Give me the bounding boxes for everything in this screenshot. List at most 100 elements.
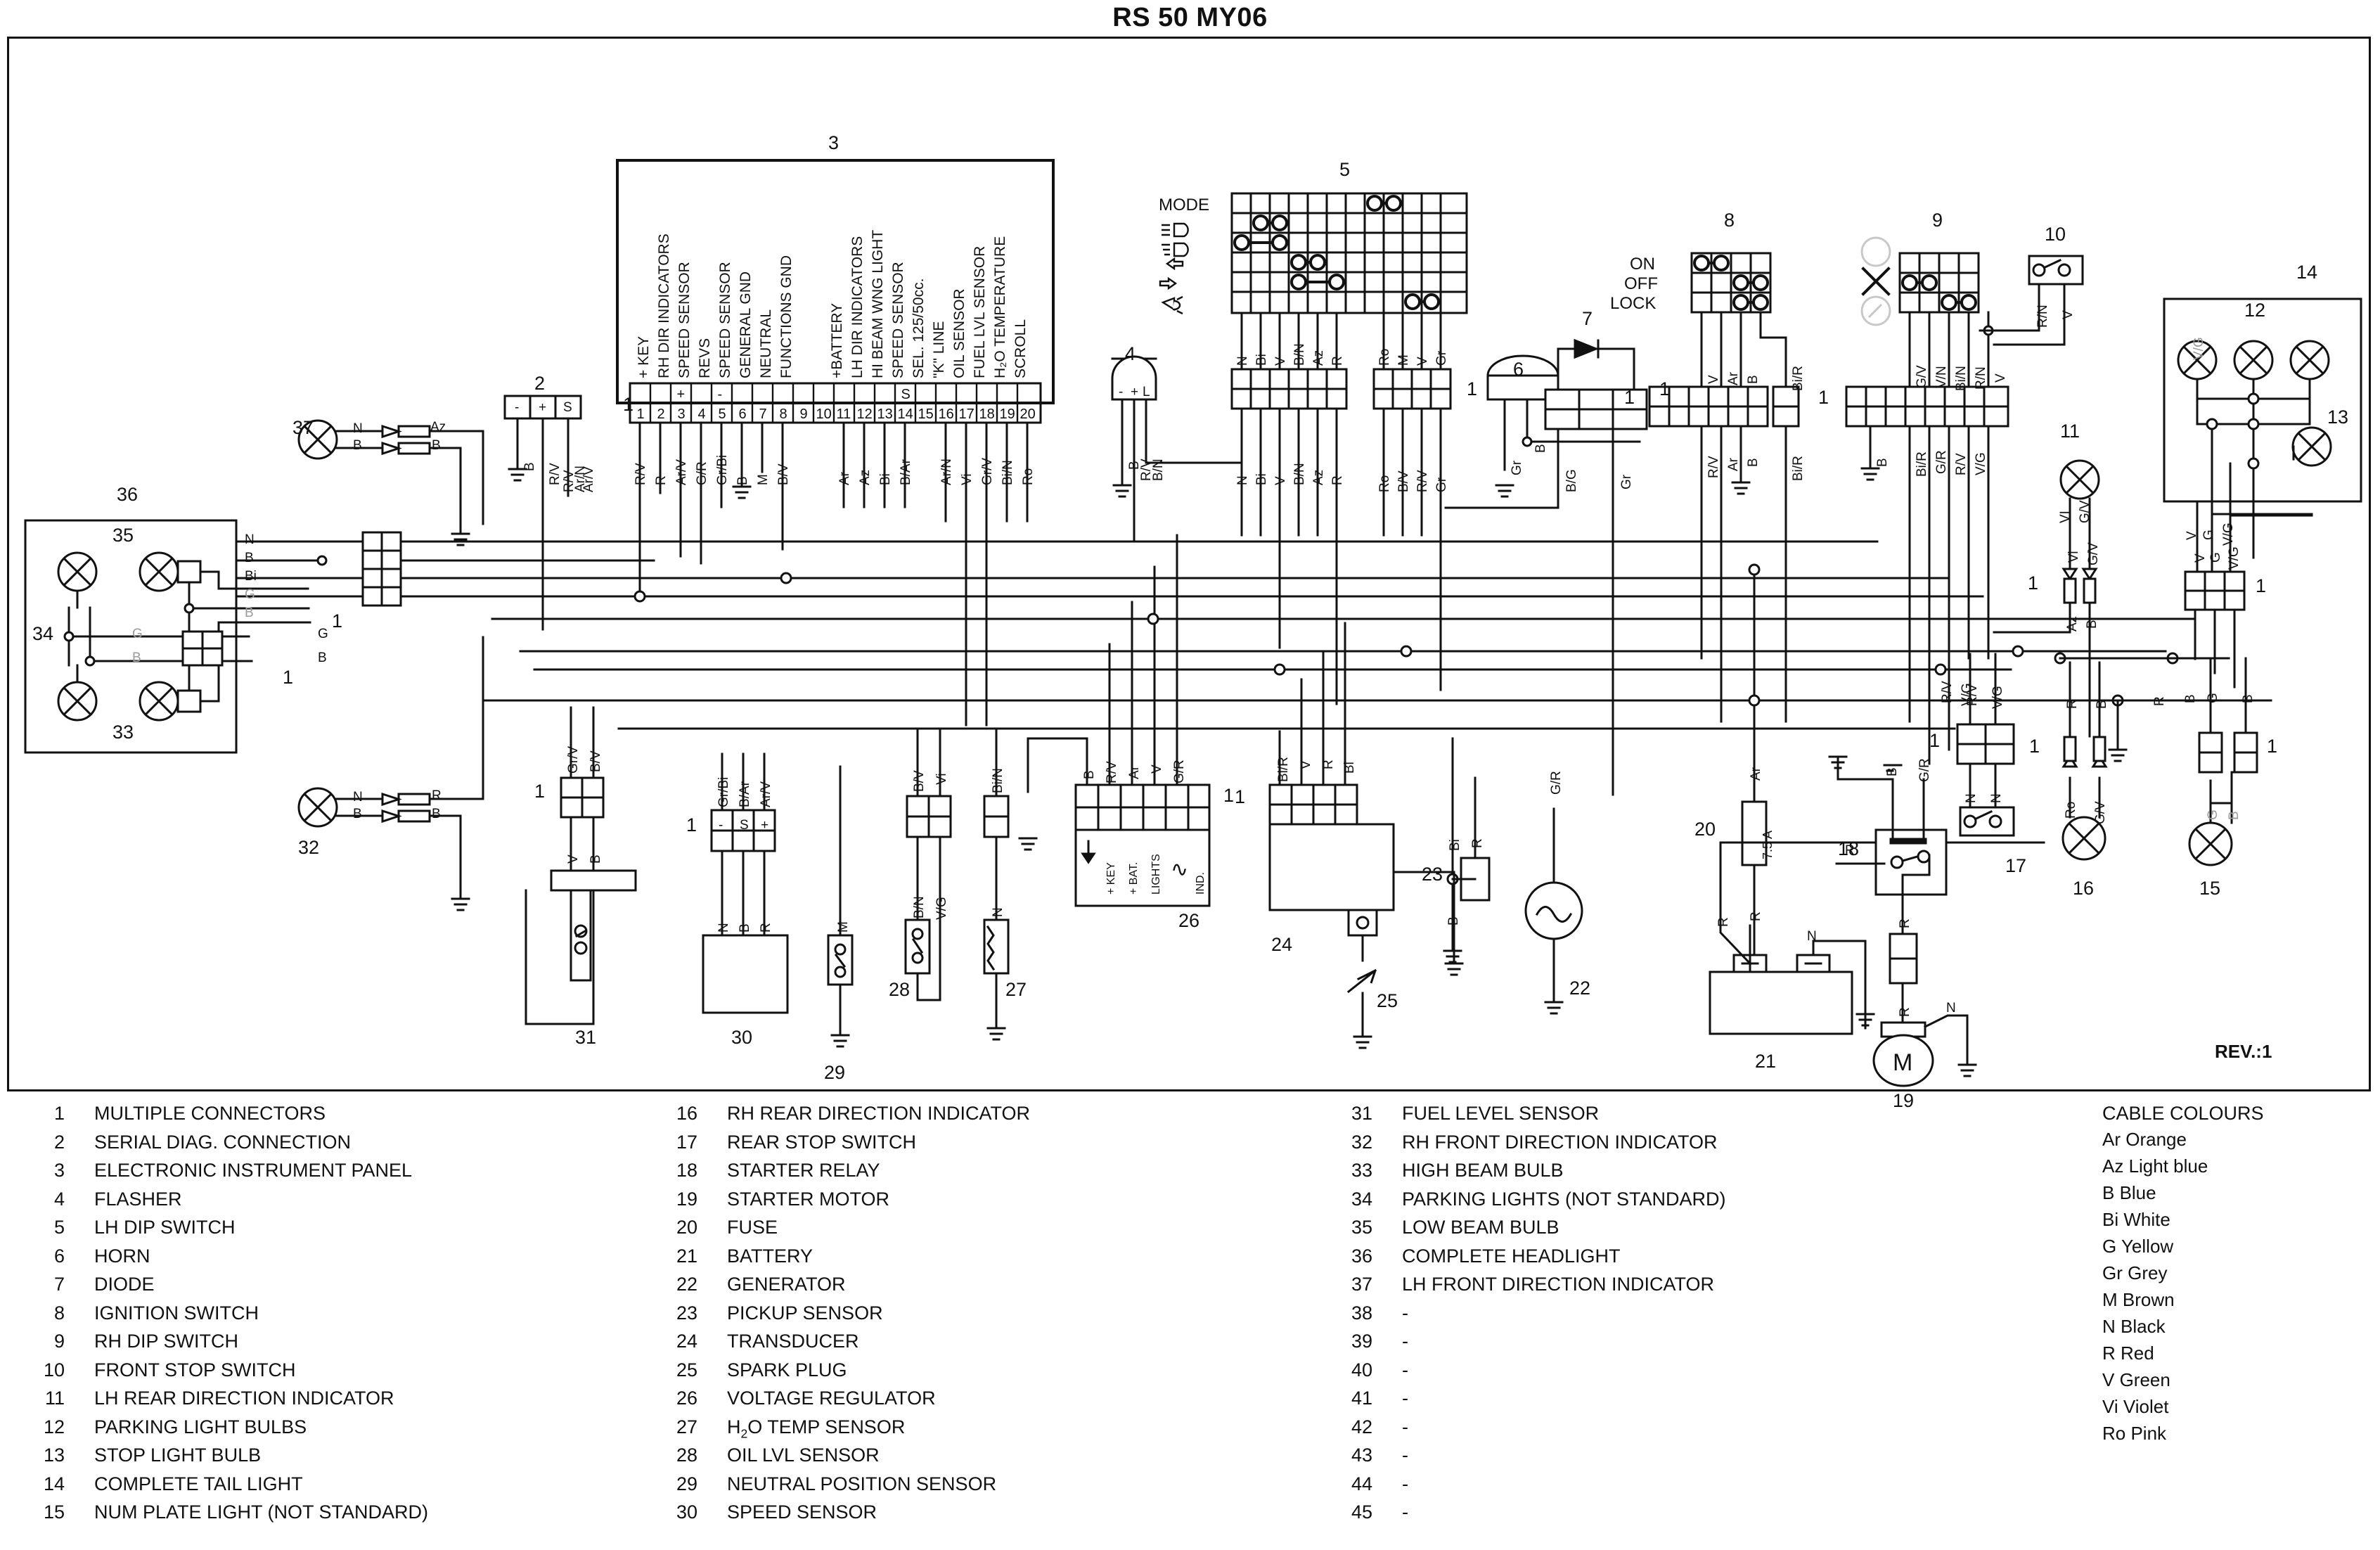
rhrear-wire-b: B (2095, 700, 2109, 709)
ip-wire-7: M (756, 474, 771, 485)
legend-label: ELECTRONIC INSTRUMENT PANEL (94, 1160, 413, 1181)
rh-wire-lo-b: B (1875, 458, 1890, 467)
legend-label: TRANSDUCER (727, 1331, 859, 1352)
legend-row: 38 - (1308, 1302, 1726, 1331)
legend-number: 23 (676, 1302, 697, 1324)
ip-wire-4: G/R (695, 461, 709, 485)
trans-wire-b: B (1446, 916, 1461, 925)
legend-row: 41 - (1308, 1388, 1726, 1416)
diagram-frame (7, 37, 2371, 1091)
legend-label: H2O TEMP SENSOR (727, 1416, 906, 1440)
legend-row: 19 STARTER MOTOR (633, 1189, 1030, 1217)
relay-wire-r-in: R (1845, 843, 1855, 858)
diode-wire-gr: Gr (1619, 474, 1634, 489)
ip-wire-8: B/V (776, 463, 791, 485)
ref-31: 31 (575, 1027, 597, 1048)
legend-row: 6 HORN (0, 1245, 428, 1274)
hl-conn-b: B (318, 651, 327, 665)
fuel-wire-v: V (566, 854, 581, 864)
legend-number: 19 (676, 1188, 697, 1210)
legend-number: 44 (1351, 1473, 1372, 1494)
ip-signal-left-1: RH DIR INDICATORS (656, 233, 672, 378)
ip-wire-20: Ro (1021, 468, 1036, 485)
ref-25: 25 (1377, 990, 1398, 1011)
legend-label: LH FRONT DIRECTION INDICATOR (1402, 1274, 1715, 1295)
cable-colour-row: B Blue (2102, 1182, 2156, 1203)
rearstop-wire-vg: V/G (1990, 686, 2005, 709)
ref-17: 17 (2005, 855, 2027, 876)
ign-wire-lo-bir: Bi/R (1791, 456, 1806, 481)
ignition-pos-on: ON (1630, 255, 1655, 274)
ip-wire-12: Az (858, 469, 873, 485)
legend-number: 45 (1351, 1501, 1372, 1523)
fss-wire-v: V (2061, 310, 2076, 319)
legend-row: 22 GENERATOR (633, 1274, 1030, 1302)
lhdip-up-a-1: Bi (1254, 354, 1269, 366)
legend-row: 7 DIODE (0, 1274, 428, 1302)
lhrear-wire-az: Az (2065, 615, 2080, 632)
ip-wire-1: R/V (633, 463, 648, 485)
legend-row: 37 LH FRONT DIRECTION INDICATOR (1308, 1274, 1726, 1302)
legend-column-3: 31 FUEL LEVEL SENSOR 32 RH FRONT DIRECTION … (1308, 1103, 1726, 1530)
legend-row: 43 - (1308, 1445, 1726, 1473)
legend-number: 38 (1351, 1302, 1372, 1324)
legend-label: OIL LVL SENSOR (727, 1445, 880, 1466)
legend-row: 33 HIGH BEAM BULB (1308, 1160, 1726, 1189)
fuel-wire-grv: Gr/V (566, 745, 581, 774)
legend-row: 16 RH REAR DIRECTION INDICATOR (633, 1103, 1030, 1132)
ignition-pos-lock: LOCK (1610, 294, 1657, 313)
ip-signal-left-6: NEUTRAL (758, 309, 774, 378)
ref-33: 33 (112, 722, 134, 743)
legend-number: 35 (1351, 1217, 1372, 1238)
rhrear-wire-r: R (2065, 699, 2080, 709)
speed-wire-b: B (738, 923, 752, 933)
legend-row: 23 PICKUP SENSOR (633, 1302, 1030, 1331)
legend-row: 10 FRONT STOP SWITCH (0, 1359, 428, 1388)
legend-label: COMPLETE TAIL LIGHT (94, 1473, 303, 1494)
ip-pin-7: 7 (759, 406, 767, 422)
reg-wire-ar: Ar (1127, 766, 1142, 779)
fuse-wire-ar: Ar (1749, 767, 1763, 781)
flasher-wire-bn: B/N (1151, 459, 1166, 481)
ign-wire-up-ar: Ar (1726, 372, 1741, 385)
cable-colour-row: Ar Orange (2102, 1129, 2187, 1150)
ref-10: 10 (2045, 224, 2066, 245)
lhdip-lo-a-5: R (1330, 475, 1345, 485)
lhrear-wire-b: B (2085, 620, 2099, 629)
legend-row: 15 NUM PLATE LIGHT (NOT STANDARD) (0, 1501, 428, 1530)
serial-wire-b: B (522, 462, 537, 471)
lhdip-lo-a-3: B/N (1292, 463, 1307, 485)
rearstop-wire-n1: N (1964, 793, 1979, 803)
legend-number: 21 (676, 1245, 697, 1267)
ip-pin-2: 2 (657, 406, 665, 422)
legend-column-1: 1 MULTIPLE CONNECTORS 2 SERIAL DIAG. CONNEC… (0, 1103, 428, 1530)
reg-term-key: + KEY (1105, 862, 1117, 895)
ip-pin-3: 3 (677, 406, 686, 422)
legend-row: 1 MULTIPLE CONNECTORS (0, 1103, 428, 1132)
legend-row: 2 SERIAL DIAG. CONNECTION (0, 1132, 428, 1160)
legend-label: GENERATOR (727, 1274, 846, 1295)
ip-pin-12: 12 (856, 406, 873, 422)
connector-ref-ignition: 1 (1624, 387, 1635, 408)
ref-20: 20 (1694, 819, 1716, 840)
legend-row: 21 BATTERY (633, 1245, 1030, 1274)
legend-number: 42 (1351, 1416, 1372, 1437)
ref-26: 26 (1178, 910, 1200, 931)
speed-term-minus: - (719, 818, 723, 833)
serial-wire-rv: R/V (548, 463, 562, 485)
ip-wire-13: Bi (878, 473, 893, 485)
lhdip-lo-b-0: Ro (1377, 475, 1392, 492)
legend-number: 10 (43, 1359, 65, 1381)
ref-37: 37 (292, 417, 314, 438)
legend-label: FUEL LEVEL SENSOR (1402, 1103, 1600, 1124)
lhfront-wire-b2: B (432, 438, 441, 453)
legend-label: - (1402, 1302, 1408, 1324)
fuel-wire-bv: B/V (588, 750, 603, 772)
ip-signal-left-0: + KEY (636, 335, 652, 378)
hl-inner-b: B (132, 651, 141, 665)
battery-wire-n: N (1807, 929, 1817, 944)
relay-wire-r-out: R (1898, 918, 1912, 928)
legend-row: 39 - (1308, 1331, 1726, 1359)
ign-wire-up-bir: Bi/R (1791, 366, 1806, 391)
relay-wire-b: B (1885, 767, 1900, 776)
